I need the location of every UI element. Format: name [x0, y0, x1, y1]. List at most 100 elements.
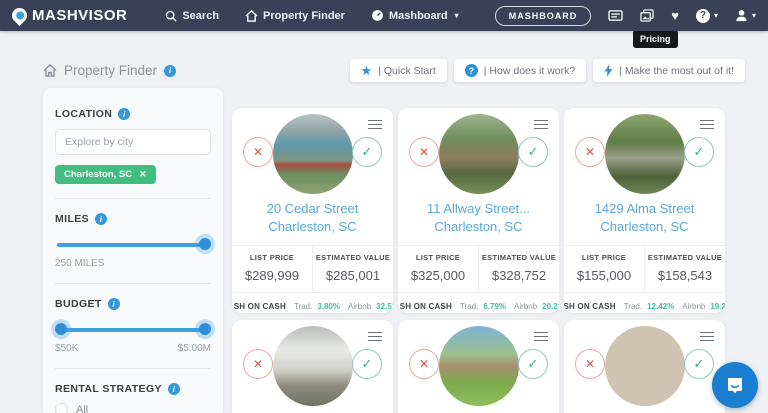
- property-address-link[interactable]: 20 Cedar Street: [266, 201, 359, 216]
- accept-property-button[interactable]: ✓: [684, 137, 714, 167]
- property-photo[interactable]: [438, 114, 519, 194]
- info-icon[interactable]: i: [95, 213, 108, 225]
- quick-start-button[interactable]: ★ | Quick Start: [349, 59, 447, 82]
- question-icon: ?: [695, 8, 710, 23]
- city-tag: Charleston, SC ✕: [55, 165, 156, 184]
- slider-track: [57, 328, 209, 332]
- traditional-coc-value: 12.42%: [647, 302, 675, 312]
- card-top: ✕ ✓: [232, 108, 393, 196]
- card-menu-icon[interactable]: [534, 329, 548, 344]
- mashvisor-logo[interactable]: MASHVISOR: [8, 4, 127, 27]
- compare-properties-icon[interactable]: [640, 9, 654, 22]
- nav-item-label: Search: [182, 9, 220, 22]
- property-card: ✕ ✓ 11 Allway Street... Charleston, SC L…: [398, 108, 559, 313]
- make-most-label: | Make the most out of it!: [619, 64, 734, 77]
- budget-max-handle[interactable]: [199, 323, 211, 335]
- budget-min-handle[interactable]: [55, 323, 67, 335]
- filters-sidebar: LOCATION i Charleston, SC ✕ MILES i 250 …: [43, 88, 223, 413]
- property-photo[interactable]: [604, 326, 685, 406]
- card-menu-icon[interactable]: [700, 117, 714, 132]
- cash-on-cash-section: CASH ON CASH Trad. 12.42% Airbnb 19.27%: [564, 293, 725, 313]
- reject-property-button[interactable]: ✕: [243, 349, 273, 379]
- miles-slider[interactable]: [57, 238, 211, 250]
- card-menu-icon[interactable]: [368, 117, 382, 132]
- info-icon[interactable]: i: [107, 298, 120, 310]
- star-icon: ★: [360, 63, 373, 78]
- quick-start-label: | Quick Start: [378, 64, 436, 77]
- nav-item-label: Mashboard: [388, 9, 448, 22]
- pricing-icon[interactable]: [608, 9, 623, 22]
- how-it-works-button[interactable]: ? | How does it work?: [453, 59, 587, 82]
- page-header: Property Finder i ★ | Quick Start ? | Ho…: [43, 59, 745, 82]
- cash-on-cash-label: CASH ON CASH: [232, 302, 286, 312]
- reject-property-button[interactable]: ✕: [409, 349, 439, 379]
- reject-property-button[interactable]: ✕: [409, 137, 439, 167]
- make-most-button[interactable]: | Make the most out of it!: [593, 59, 745, 82]
- property-city-link[interactable]: Charleston, SC: [268, 219, 357, 235]
- radio-icon: [55, 403, 68, 413]
- info-icon[interactable]: i: [164, 64, 177, 77]
- city-search-input[interactable]: [55, 129, 211, 155]
- chat-launcher-button[interactable]: [712, 362, 758, 408]
- account-menu[interactable]: ▾: [735, 9, 756, 22]
- miles-slider-handle[interactable]: [199, 238, 211, 250]
- property-photo[interactable]: [272, 326, 353, 406]
- help-menu[interactable]: ? ▾: [695, 8, 718, 23]
- property-city-link[interactable]: Charleston, SC: [600, 219, 689, 235]
- cash-on-cash-section: CASH ON CASH Trad. 6.79% Airbnb 20.23%: [398, 293, 559, 313]
- favorites-heart-icon[interactable]: ♥: [671, 8, 679, 23]
- estimated-value: $328,752: [491, 268, 547, 284]
- radio-option-all[interactable]: All: [55, 403, 211, 413]
- accept-property-button[interactable]: ✓: [518, 137, 548, 167]
- budget-slider[interactable]: [55, 323, 211, 335]
- chevron-down-icon: ▾: [713, 11, 718, 20]
- page-title: Property Finder: [64, 63, 158, 78]
- reject-property-button[interactable]: ✕: [575, 137, 605, 167]
- chat-icon: [728, 378, 742, 394]
- accept-property-button[interactable]: ✓: [684, 349, 714, 379]
- property-photo[interactable]: [438, 326, 519, 406]
- mashboard-button[interactable]: MASHBOARD: [494, 5, 592, 26]
- nav-item-mashboard[interactable]: Mashboard ▾: [371, 9, 459, 22]
- card-menu-icon[interactable]: [534, 117, 548, 132]
- miles-label: MILES: [55, 213, 90, 225]
- list-price-label: LIST PRICE: [581, 253, 627, 263]
- top-navbar: MASHVISOR Search Property Finder Mashboa…: [0, 0, 768, 31]
- nav-item-label: Property Finder: [263, 9, 345, 22]
- nav-item-search[interactable]: Search: [165, 10, 219, 22]
- accept-property-button[interactable]: ✓: [352, 349, 382, 379]
- home-icon: [43, 64, 57, 77]
- traditional-label: Trad.: [623, 302, 643, 312]
- nav-item-property-finder[interactable]: Property Finder: [245, 9, 345, 22]
- list-price-value: $289,999: [244, 268, 300, 284]
- estimated-value: $285,001: [325, 268, 381, 284]
- property-address-link[interactable]: 1429 Alma Street: [594, 201, 695, 216]
- remove-tag-icon[interactable]: ✕: [139, 169, 147, 179]
- budget-label: BUDGET: [55, 298, 102, 310]
- list-price-value: $325,000: [410, 268, 466, 284]
- property-photo[interactable]: [272, 114, 353, 194]
- info-icon[interactable]: i: [118, 108, 131, 120]
- property-photo[interactable]: [604, 114, 685, 194]
- airbnb-coc-value: 32.51%: [376, 302, 393, 312]
- budget-min-value: $50K: [55, 343, 79, 354]
- card-top: ✕ ✓: [564, 108, 725, 196]
- card-top: ✕ ✓: [398, 320, 559, 408]
- rental-strategy-label: RENTAL STRATEGY: [55, 383, 162, 395]
- reject-property-button[interactable]: ✕: [243, 137, 273, 167]
- reject-property-button[interactable]: ✕: [575, 349, 605, 379]
- property-address-link[interactable]: 11 Allway Street...: [426, 201, 531, 216]
- card-menu-icon[interactable]: [368, 329, 382, 344]
- accept-property-button[interactable]: ✓: [352, 137, 382, 167]
- info-icon[interactable]: i: [167, 383, 180, 395]
- cash-on-cash-section: CASH ON CASH Trad. 3.80% Airbnb 32.51%: [232, 293, 393, 313]
- location-label: LOCATION: [55, 108, 113, 120]
- estimated-value: $158,543: [657, 268, 713, 284]
- card-menu-icon[interactable]: [700, 329, 714, 344]
- accept-property-button[interactable]: ✓: [518, 349, 548, 379]
- how-it-works-label: | How does it work?: [483, 64, 576, 77]
- house-search-icon: [245, 9, 258, 22]
- property-city-link[interactable]: Charleston, SC: [434, 219, 523, 235]
- list-price-label: LIST PRICE: [249, 253, 295, 263]
- divider: [55, 283, 211, 284]
